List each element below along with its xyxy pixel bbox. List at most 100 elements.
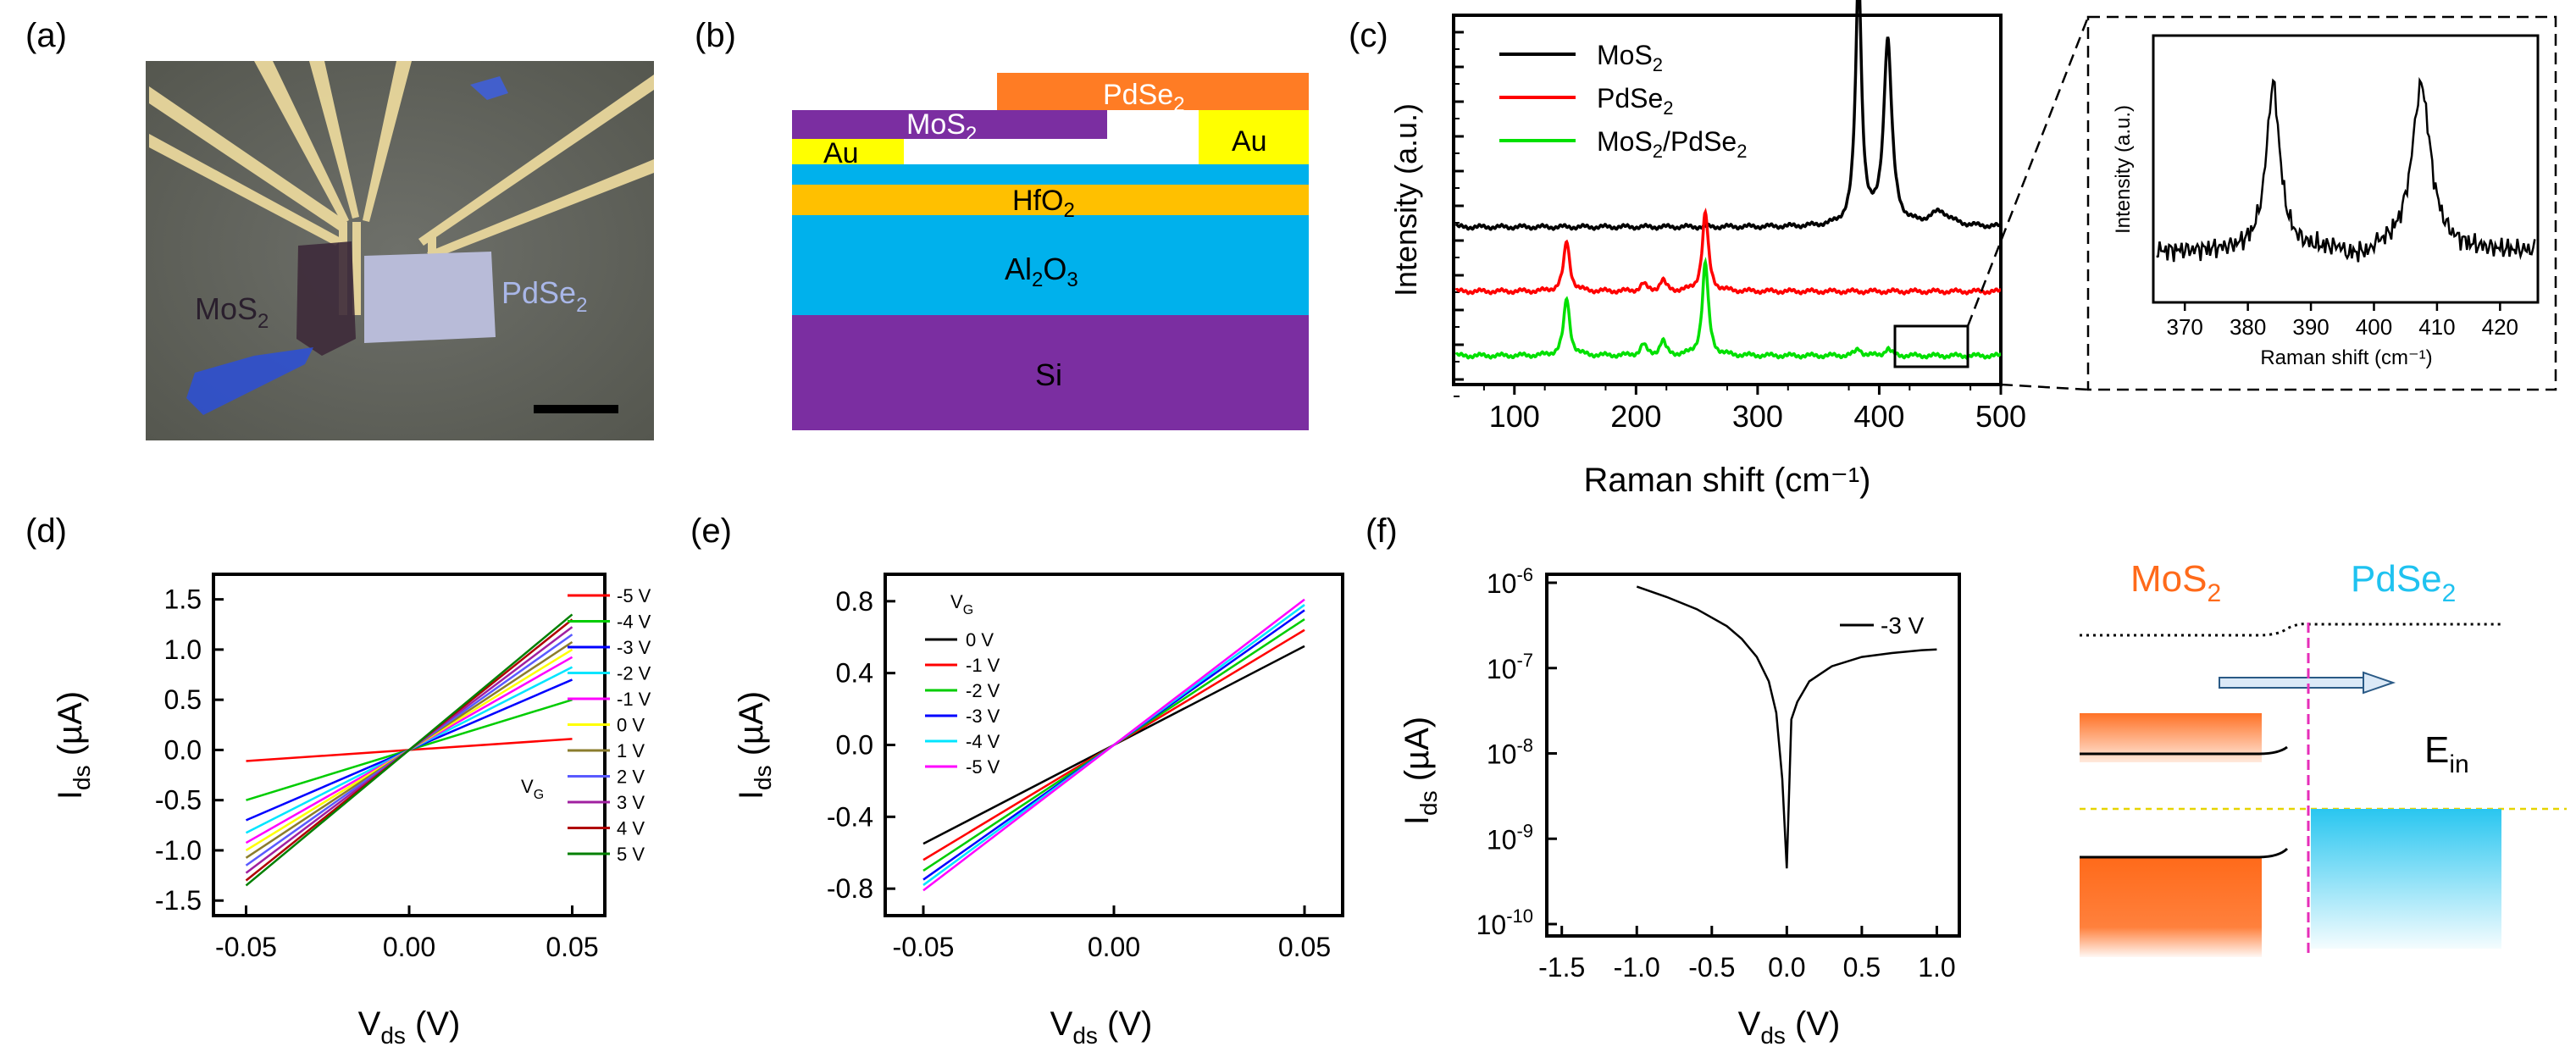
chart-e-legend-title: VG bbox=[950, 591, 973, 617]
zoom-box bbox=[1893, 324, 1969, 368]
ytick-label: -0.5 bbox=[155, 785, 202, 816]
band-label-pdse2: PdSe2 bbox=[2351, 558, 2456, 607]
chart-c-frame bbox=[1452, 14, 2003, 386]
legend-label: -3 V bbox=[617, 637, 651, 658]
panel-c-raman: 100 200 300 400 500 Intensity (a.u.) Raman s… bbox=[1388, 0, 2557, 499]
chart-d-legend-title: VG bbox=[521, 776, 544, 802]
panel-label-d: (d) bbox=[25, 512, 67, 550]
legend-label: -5 V bbox=[966, 756, 1000, 778]
chart-f-ylabel: Ids (µA) bbox=[1399, 717, 1442, 825]
ytick-label: 1.5 bbox=[164, 584, 202, 615]
xtick-label: 0.00 bbox=[383, 932, 435, 962]
f-xtick-label: 0.0 bbox=[1768, 952, 1805, 983]
inset-xticks: 370 380 390 400 410 420 bbox=[2167, 302, 2518, 340]
f-xtick-label: -0.5 bbox=[1688, 952, 1735, 983]
chart-c-yticks bbox=[1454, 30, 1464, 397]
iv-line-5 bbox=[922, 598, 1305, 892]
label-pdse2-b: PdSe2 bbox=[1103, 79, 1185, 116]
chart-e-ylabel: Ids (µA) bbox=[733, 691, 776, 800]
inset-ylabel: Intensity (a.u.) bbox=[2112, 105, 2135, 234]
au-right bbox=[1199, 110, 1309, 164]
label-mos2-a: MoS2 bbox=[195, 291, 269, 333]
inset-xtick-label: 370 bbox=[2167, 314, 2203, 340]
inset-xlabel: Raman shift (cm⁻¹) bbox=[2260, 346, 2432, 369]
layer-mos2 bbox=[792, 110, 1107, 139]
legend-f-label: -3 V bbox=[1881, 612, 1925, 639]
chart-c-xtick-label: 100 bbox=[1489, 399, 1540, 434]
chart-d-ticks: -0.05 0.00 0.05 -1.5 -1.0 -0.5 0.0 0.5 1.0 1.5 bbox=[155, 584, 599, 962]
label-mos2-b: MoS2 bbox=[906, 108, 977, 146]
mos2-vb-edge bbox=[2080, 847, 2289, 859]
chart-c-xtick-label: 200 bbox=[1610, 399, 1661, 434]
panel-label-c: (c) bbox=[1349, 17, 1388, 54]
xtick-label: 0.00 bbox=[1088, 932, 1140, 962]
chart-e-ticks: -0.05 0.00 0.05 -0.8 -0.4 0.0 0.4 0.8 bbox=[827, 586, 1331, 962]
legend-label: 5 V bbox=[617, 844, 645, 865]
chart-c-xtick-label: 500 bbox=[1975, 399, 2026, 434]
panel-d-iv: -0.05 0.00 0.05 -1.5 -1.0 -0.5 0.0 0.5 1.0 1.5 -5… bbox=[52, 573, 651, 1049]
pdse2-band bbox=[2311, 809, 2501, 949]
zoom-connector-bottom bbox=[2000, 383, 2089, 391]
chart-d-lines bbox=[245, 613, 573, 887]
layer-si bbox=[792, 315, 1309, 430]
f-xtick-label: 0.5 bbox=[1843, 952, 1881, 983]
panel-label-e: (e) bbox=[690, 512, 732, 550]
legend-label: -5 V bbox=[617, 585, 651, 606]
panel-label-b: (b) bbox=[695, 17, 736, 54]
chart-e-xlabel: Vds (V) bbox=[1050, 1005, 1153, 1049]
panel-f-log: -1.5 -1.0 -0.5 0.0 0.5 1.0 10-10 10-9 10-8 10-7 10… bbox=[1399, 564, 1961, 1049]
chart-c-xtick-label: 400 bbox=[1853, 399, 1904, 434]
legend-label: -2 V bbox=[966, 680, 1000, 701]
inset-plot-frame bbox=[2152, 34, 2540, 304]
pdse2-flake bbox=[364, 252, 496, 343]
panel-label-f: (f) bbox=[1366, 512, 1398, 550]
legend-label: -4 V bbox=[966, 731, 1000, 752]
scale-bar bbox=[534, 405, 618, 413]
legend-label: -4 V bbox=[617, 612, 651, 633]
legend-label: 2 V bbox=[617, 767, 645, 788]
band-diagram: MoS2 PdSe2 Ein bbox=[2080, 558, 2567, 957]
blue-flake-top bbox=[470, 76, 508, 100]
legend-c-label-2: MoS2/PdSe2 bbox=[1597, 126, 1747, 162]
label-si: Si bbox=[1035, 357, 1062, 392]
chart-e-legend: 0 V -1 V -2 V -3 V -4 V -5 V bbox=[925, 629, 1000, 778]
layer-thin-blue bbox=[792, 164, 1309, 185]
chart-f-curve bbox=[1636, 585, 1937, 869]
layer-hfo2 bbox=[792, 185, 1309, 215]
inset-xtick-label: 400 bbox=[2356, 314, 2392, 340]
chart-d-xlabel: Vds (V) bbox=[358, 1005, 461, 1049]
f-ytick-label: 10-10 bbox=[1476, 905, 1533, 940]
vacuum-level bbox=[2080, 623, 2503, 637]
legend-c-label-1: PdSe2 bbox=[1597, 83, 1674, 119]
band-label-ein: Ein bbox=[2424, 729, 2469, 778]
chart-c-curves bbox=[1454, 0, 2002, 360]
ytick-label: 0.5 bbox=[164, 684, 202, 715]
legend-label: -3 V bbox=[966, 706, 1000, 727]
inset-xtick-label: 390 bbox=[2292, 314, 2329, 340]
ytick-label: 0.0 bbox=[836, 730, 873, 761]
mos2-flake bbox=[296, 241, 356, 356]
chart-c-xlabel: Raman shift (cm⁻¹) bbox=[1584, 462, 1871, 499]
chart-f-xlabel: Vds (V) bbox=[1738, 1005, 1841, 1049]
ytick-label: -0.8 bbox=[827, 873, 873, 904]
chart-c-legend: MoS2 PdSe2 MoS2/PdSe2 bbox=[1499, 40, 1747, 162]
ytick-label: -1.0 bbox=[155, 835, 202, 866]
legend-label: 0 V bbox=[966, 629, 994, 651]
chart-d-ylabel: Ids (µA) bbox=[52, 691, 95, 800]
field-arrow bbox=[2219, 671, 2396, 695]
inset-dashed-frame bbox=[2086, 15, 2557, 391]
mos2-cb-edge bbox=[2080, 745, 2288, 756]
raman-series-0 bbox=[1454, 0, 2002, 231]
label-al2o3: Al2O3 bbox=[1005, 252, 1078, 291]
f-ytick-label: 10-7 bbox=[1487, 650, 1533, 684]
label-hfo2: HfO2 bbox=[1012, 185, 1075, 222]
f-xtick-label: 1.0 bbox=[1918, 952, 1955, 983]
mos2-valence-band bbox=[2080, 857, 2262, 957]
panel-b-cross-section: PdSe2 MoS2 Au Au HfO2 Al2O3 Si bbox=[792, 73, 1309, 430]
legend-label: 0 V bbox=[617, 715, 645, 736]
legend-label: -1 V bbox=[617, 689, 651, 710]
f-series bbox=[1636, 585, 1937, 869]
chart-e-lines bbox=[922, 598, 1305, 892]
xtick-label: 0.05 bbox=[1278, 932, 1331, 962]
